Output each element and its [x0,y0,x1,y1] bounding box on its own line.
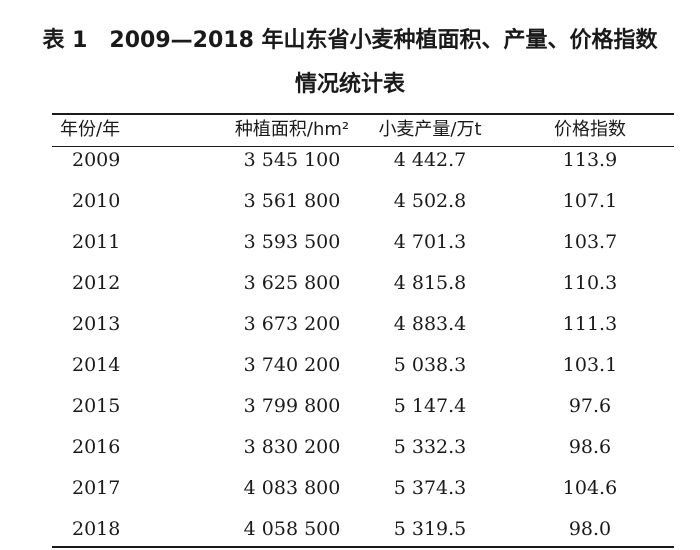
cell-area: 3 593 500 [243,231,341,253]
cell-area: 3 625 800 [243,272,341,294]
cell-year: 2013 [72,313,121,335]
table-row: 2013 3 673 200 4 883.4 111.3 [52,308,674,340]
cell-price-index: 110.3 [562,272,618,294]
table-title-line2: 情况统计表 [294,72,405,97]
table-header-row: 年份/年 种植面积/hm² 小麦产量/万t 价格指数 [52,114,674,146]
table-top-rule [52,113,674,115]
cell-production: 5 038.3 [393,354,467,376]
cell-year: 2009 [72,149,121,171]
table-row: 2012 3 625 800 4 815.8 110.3 [52,267,674,299]
cell-production: 4 502.8 [393,190,467,212]
cell-year: 2015 [72,395,121,417]
cell-price-index: 103.1 [562,354,618,376]
header-year: 年份/年 [60,119,121,140]
cell-production: 4 701.3 [393,231,467,253]
cell-production: 4 442.7 [393,149,467,171]
cell-area: 4 058 500 [243,518,341,540]
table-title-line1: 2009—2018 年山东省小麦种植面积、产量、价格指数 [109,28,658,53]
cell-year: 2014 [72,354,121,376]
cell-production: 4 815.8 [393,272,467,294]
cell-area: 3 830 200 [243,436,341,458]
table-row: 2015 3 799 800 5 147.4 97.6 [52,390,674,422]
cell-price-index: 98.0 [568,518,612,540]
table-header-rule [52,146,674,147]
cell-price-index: 98.6 [568,436,612,458]
table-row: 2011 3 593 500 4 701.3 103.7 [52,226,674,258]
cell-area: 3 740 200 [243,354,341,376]
table-row: 2018 4 058 500 5 319.5 98.0 [52,513,674,545]
table-row: 2009 3 545 100 4 442.7 113.9 [52,144,674,176]
cell-production: 5 332.3 [393,436,467,458]
cell-area: 3 673 200 [243,313,341,335]
cell-price-index: 107.1 [562,190,618,212]
table-row: 2016 3 830 200 5 332.3 98.6 [52,431,674,463]
cell-price-index: 113.9 [562,149,618,171]
table-bottom-rule [52,546,674,548]
table-number-label: 表 1 [42,28,88,53]
cell-area: 3 561 800 [243,190,341,212]
cell-area: 3 799 800 [243,395,341,417]
cell-price-index: 111.3 [562,313,618,335]
table-row: 2017 4 083 800 5 374.3 104.6 [52,472,674,504]
cell-production: 4 883.4 [393,313,467,335]
cell-price-index: 97.6 [568,395,612,417]
cell-price-index: 104.6 [562,477,618,499]
cell-year: 2012 [72,272,121,294]
cell-year: 2011 [72,231,121,253]
cell-production: 5 374.3 [393,477,467,499]
cell-production: 5 319.5 [393,518,467,540]
cell-area: 4 083 800 [243,477,341,499]
header-price-index: 价格指数 [554,119,626,140]
table-title: 表 1 2009—2018 年山东省小麦种植面积、产量、价格指数 [0,22,700,54]
cell-year: 2010 [72,190,121,212]
cell-price-index: 103.7 [562,231,618,253]
cell-year: 2016 [72,436,121,458]
cell-year: 2018 [72,518,121,540]
header-production: 小麦产量/万t [378,119,482,140]
header-area: 种植面积/hm² [234,119,350,140]
cell-area: 3 545 100 [243,149,341,171]
table-row: 2014 3 740 200 5 038.3 103.1 [52,349,674,381]
table-row: 2010 3 561 800 4 502.8 107.1 [52,185,674,217]
cell-production: 5 147.4 [393,395,467,417]
cell-year: 2017 [72,477,121,499]
